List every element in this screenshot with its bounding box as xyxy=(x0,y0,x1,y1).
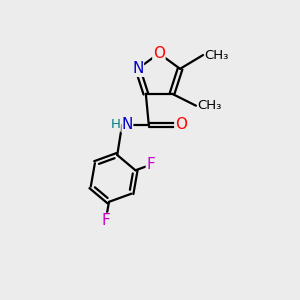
Text: O: O xyxy=(175,117,187,132)
Text: N: N xyxy=(122,117,133,132)
Text: CH₃: CH₃ xyxy=(205,49,229,62)
Text: N: N xyxy=(132,61,143,76)
Text: H: H xyxy=(111,118,121,131)
Text: F: F xyxy=(101,213,110,228)
Text: CH₃: CH₃ xyxy=(197,99,222,112)
Text: O: O xyxy=(153,46,165,61)
Text: F: F xyxy=(146,157,155,172)
